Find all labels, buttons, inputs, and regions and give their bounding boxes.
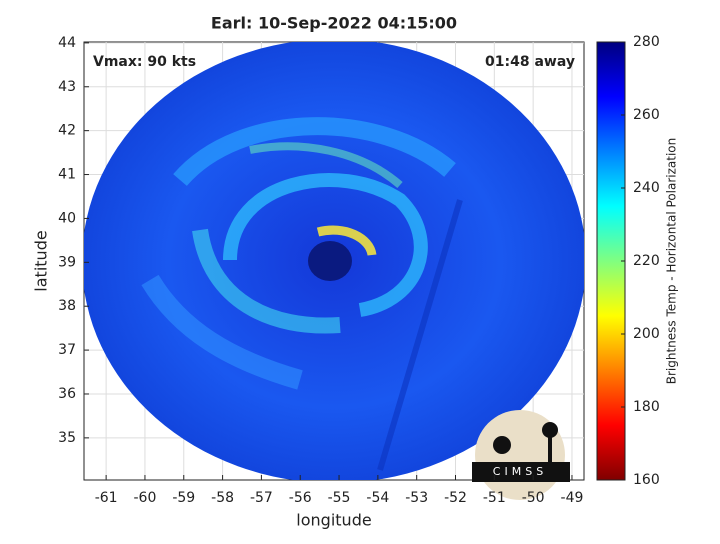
chart-title: Earl: 10-Sep-2022 04:15:00	[211, 14, 457, 33]
y-tick-label: 43	[58, 79, 76, 95]
y-tick-label: 41	[58, 167, 76, 183]
y-tick-label: 38	[58, 298, 76, 314]
x-tick-label: -59	[172, 490, 195, 506]
colorbar-tick-label: 240	[633, 180, 660, 196]
satellite-image	[84, 42, 584, 480]
colorbar-tick-label: 160	[633, 472, 660, 488]
colorbar	[596, 41, 626, 481]
y-tick-label: 37	[58, 342, 76, 358]
y-tick-label: 36	[58, 386, 76, 402]
colorbar-tick-label: 280	[633, 34, 660, 50]
logo: CIMSS	[472, 410, 570, 500]
x-tick-label: -52	[444, 490, 467, 506]
colorbar-tick-label: 200	[633, 326, 660, 342]
x-tick-label: -54	[366, 490, 389, 506]
annotation: Vmax: 90 kts	[93, 54, 196, 70]
y-tick-label: 44	[58, 35, 76, 51]
x-tick-label: -51	[483, 490, 506, 506]
y-tick-label: 42	[58, 123, 76, 139]
annotation: 01:48 away	[485, 54, 575, 70]
colorbar-label: Brightness Temp - Horizontal Polarizatio…	[665, 138, 679, 385]
x-tick-label: -55	[328, 490, 351, 506]
x-tick-label: -58	[211, 490, 234, 506]
x-tick-label: -56	[289, 490, 312, 506]
x-tick-label: -50	[522, 490, 545, 506]
x-axis-label: longitude	[296, 511, 371, 530]
colorbar-tick-label: 220	[633, 253, 660, 269]
colorbar-tick-label: 180	[633, 399, 660, 415]
x-tick-label: -49	[561, 490, 584, 506]
colorbar-tick-label: 260	[633, 107, 660, 123]
x-tick-label: -61	[95, 490, 118, 506]
y-tick-label: 39	[58, 254, 76, 270]
x-tick-label: -53	[405, 490, 428, 506]
y-tick-label: 40	[58, 210, 76, 226]
y-axis-label: latitude	[32, 230, 51, 291]
logo-text: CIMSS	[493, 465, 547, 478]
x-tick-label: -57	[250, 490, 273, 506]
x-tick-label: -60	[134, 490, 157, 506]
y-tick-label: 35	[58, 430, 76, 446]
